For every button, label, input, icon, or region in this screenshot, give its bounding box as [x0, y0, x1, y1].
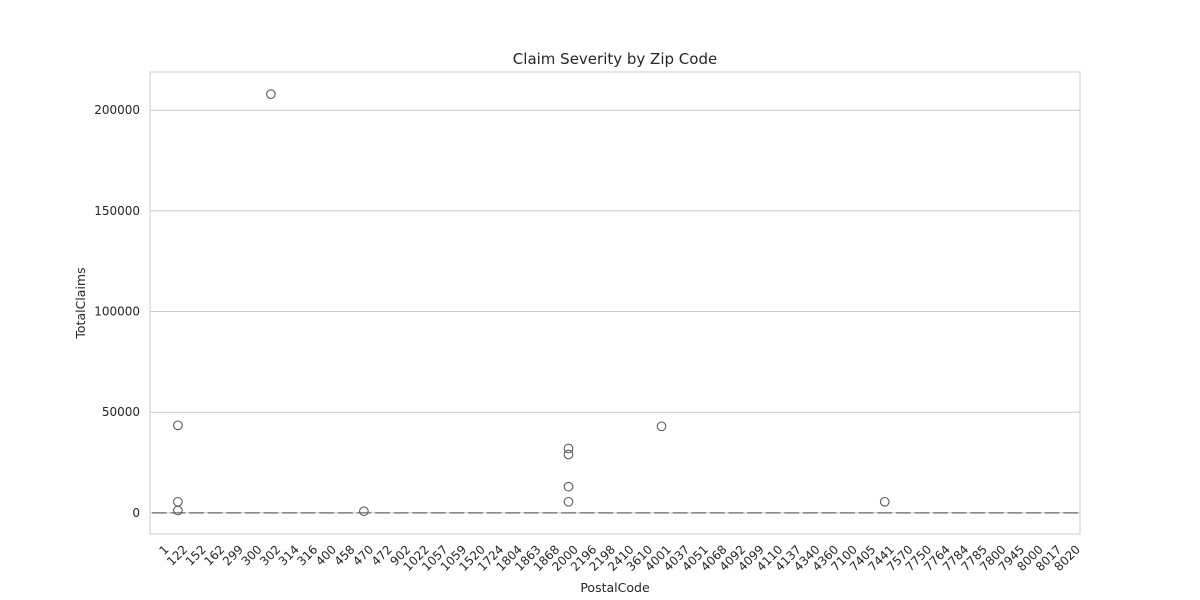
y-tick-label: 200000 [94, 103, 140, 117]
y-axis-title: TotalClaims [73, 267, 88, 339]
y-tick-label: 150000 [94, 204, 140, 218]
outlier-point [266, 89, 276, 99]
y-tick-label: 50000 [102, 405, 140, 419]
outlier-point [563, 496, 574, 507]
y-tick-label: 100000 [94, 305, 140, 319]
outlier-point [563, 449, 574, 460]
y-tick-label: 0 [132, 506, 140, 520]
grid-layer [150, 109, 1080, 514]
outlier-point [563, 443, 574, 454]
outlier-point [359, 506, 369, 517]
outlier-point [173, 505, 183, 516]
outlier-point [173, 496, 183, 507]
outlier-point [173, 420, 183, 431]
chart-title: Claim Severity by Zip Code [513, 50, 717, 68]
y-axis-ticks: 0 50000 100000 150000 200000 [94, 103, 140, 520]
outlier-point [563, 481, 574, 492]
outlier-point [656, 421, 667, 432]
outlier-layer [173, 89, 890, 517]
x-axis-title: PostalCode [580, 580, 650, 595]
plot-frame [149, 71, 1081, 535]
outlier-point [879, 496, 890, 507]
x-axis-ticks: 1122152162299300302314316400458470472902… [156, 542, 1083, 573]
